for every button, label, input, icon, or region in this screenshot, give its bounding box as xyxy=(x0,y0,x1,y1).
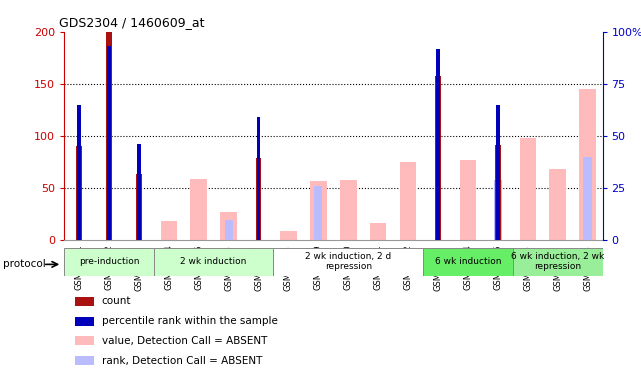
Text: count: count xyxy=(102,296,131,306)
Bar xyxy=(460,160,476,240)
Bar xyxy=(75,336,94,345)
Text: 2 wk induction: 2 wk induction xyxy=(181,257,247,266)
Bar xyxy=(136,174,142,240)
Text: 6 wk induction, 2 wk
repression: 6 wk induction, 2 wk repression xyxy=(511,252,604,271)
Text: value, Detection Call = ABSENT: value, Detection Call = ABSENT xyxy=(102,336,267,346)
Bar xyxy=(579,89,596,240)
Bar xyxy=(310,181,326,240)
Bar xyxy=(160,221,177,240)
Bar xyxy=(257,117,260,240)
Text: GDS2304 / 1460609_at: GDS2304 / 1460609_at xyxy=(59,16,204,29)
Bar xyxy=(221,212,237,240)
Bar xyxy=(137,144,140,240)
Text: 6 wk induction: 6 wk induction xyxy=(435,257,501,266)
Bar xyxy=(78,105,81,240)
Bar xyxy=(340,180,356,240)
Bar xyxy=(519,138,536,240)
Bar xyxy=(494,180,502,240)
Bar xyxy=(75,316,94,326)
Text: protocol: protocol xyxy=(3,260,46,269)
Bar xyxy=(224,220,233,240)
Bar xyxy=(190,178,207,240)
Bar xyxy=(76,146,82,240)
Bar xyxy=(437,48,440,240)
Bar xyxy=(583,157,592,240)
Bar xyxy=(423,248,513,276)
Text: 2 wk induction, 2 d
repression: 2 wk induction, 2 d repression xyxy=(305,252,392,271)
Bar xyxy=(314,186,322,240)
Bar xyxy=(64,248,154,276)
Text: pre-induction: pre-induction xyxy=(79,257,139,266)
Bar xyxy=(370,224,387,240)
Text: rank, Detection Call = ABSENT: rank, Detection Call = ABSENT xyxy=(102,356,262,366)
Bar xyxy=(496,105,499,240)
Bar xyxy=(549,169,566,240)
Text: percentile rank within the sample: percentile rank within the sample xyxy=(102,316,278,326)
Bar xyxy=(513,248,603,276)
Bar xyxy=(106,32,112,240)
Bar xyxy=(75,356,94,365)
Bar xyxy=(435,76,441,240)
Bar xyxy=(107,46,111,240)
Bar xyxy=(274,248,423,276)
Bar xyxy=(400,162,417,240)
Bar xyxy=(75,297,94,306)
Bar xyxy=(280,231,297,240)
Bar xyxy=(154,248,274,276)
Bar xyxy=(256,158,262,240)
Bar xyxy=(495,145,501,240)
